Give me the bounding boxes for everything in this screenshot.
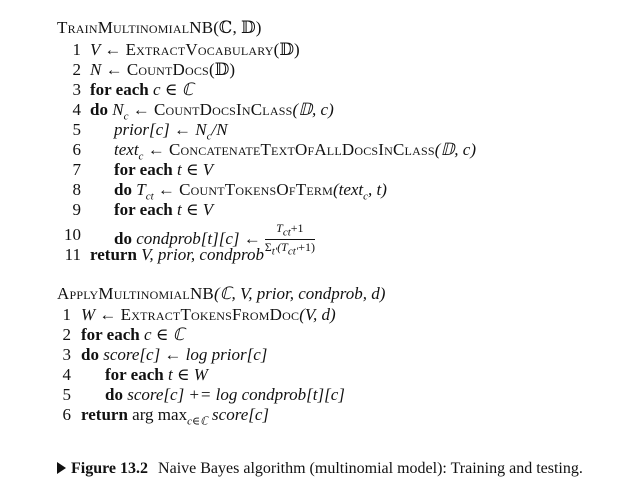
train-algorithm-title: TrainMultinomialNB(ℂ, 𝔻)	[57, 18, 261, 38]
keyword: return	[81, 405, 128, 424]
line-number: 5	[62, 385, 72, 404]
subscript: c∈ℂ	[187, 415, 208, 428]
function-call: ExtractTokensFromDoc	[120, 305, 300, 324]
line-number: 3	[72, 80, 82, 99]
keyword: do	[114, 180, 132, 199]
code-text: N ←	[90, 60, 127, 79]
keyword: do	[90, 100, 108, 119]
code-text: score[c]	[207, 405, 270, 424]
code-text: , t)	[368, 180, 387, 199]
code-text: score[c] += log condprob[t][c]	[122, 385, 345, 404]
frac-den-sub: t′	[271, 245, 278, 258]
apply-algorithm-title: ApplyMultinomialNB(ℂ, V, prior, condprob…	[57, 284, 385, 304]
line-number: 7	[72, 160, 82, 179]
function-call: ExtractVocabulary	[125, 40, 274, 59]
function-call: CountTokensOfTerm	[179, 180, 333, 199]
keyword: return	[90, 245, 137, 264]
train-function-name: TrainMultinomialNB	[57, 18, 214, 37]
line-number: 5	[72, 120, 82, 139]
code-text: t ∈ W	[163, 365, 208, 384]
code-text: (𝔻)	[273, 40, 300, 59]
subscript: c	[123, 110, 129, 123]
subscript: c	[363, 190, 369, 203]
subscript: ct	[145, 190, 154, 203]
frac-num-text: T	[276, 221, 283, 235]
code-text: /N	[211, 120, 228, 139]
fraction-numerator: Tct+1	[264, 221, 315, 241]
frac-num-sub: ct	[282, 226, 291, 239]
line-number: 6	[62, 405, 72, 424]
keyword: for each	[114, 160, 173, 179]
code-text: c ∈ ℂ	[139, 325, 185, 344]
frac-den-sigma: Σ	[264, 240, 272, 255]
code-text: condprob[t][c] ←	[131, 228, 261, 248]
code-text: V ←	[90, 40, 126, 59]
code-text: (𝔻)	[208, 60, 236, 79]
keyword: for each	[90, 80, 149, 99]
apply-function-name: ApplyMultinomialNB	[57, 284, 214, 303]
code-text: V, prior, condprob	[136, 245, 264, 264]
fraction-denominator: Σt′(Tct′+1)	[265, 240, 315, 257]
line-number: 2	[62, 325, 72, 344]
line-number: 9	[72, 200, 82, 219]
figure-label: Figure 13.2	[71, 460, 149, 477]
keyword: for each	[105, 365, 164, 384]
code-text: score[c] ← log prior[c]	[98, 345, 268, 364]
line-number: 4	[72, 100, 82, 119]
code-text: ←	[143, 140, 169, 159]
function-call: CountDocs	[126, 60, 209, 79]
subscript: c	[138, 150, 144, 163]
line-number: 1	[62, 305, 72, 324]
line-number: 6	[72, 140, 82, 159]
train-function-args: (ℂ, 𝔻)	[213, 18, 262, 37]
apply-function-args: (ℂ, V, prior, condprob, d)	[213, 284, 386, 303]
code-text: ←	[128, 100, 154, 119]
line-number: 10	[64, 225, 81, 244]
function-call: ConcatenateTextOfAllDocsInClass	[168, 140, 435, 159]
keyword: do	[105, 385, 123, 404]
fraction: Tct+1 Σt′(Tct′+1)	[264, 221, 315, 258]
frac-den-sub2: ct′	[287, 245, 299, 258]
code-text: (𝔻, c)	[292, 100, 334, 119]
code-text: t ∈ V	[172, 160, 214, 179]
keyword: for each	[114, 200, 173, 219]
code-text: arg max	[127, 405, 188, 424]
frac-den-post: +1)	[298, 240, 315, 255]
figure-caption: Figure 13.2 Naive Bayes algorithm (multin…	[57, 460, 583, 478]
frac-num-post: +1	[290, 221, 304, 235]
line-number: 2	[72, 60, 82, 79]
code-text: prior[c] ← N	[114, 120, 207, 139]
code-text: W ←	[81, 305, 121, 324]
keyword: do	[81, 345, 99, 364]
caption-text: Naive Bayes algorithm (multinomial model…	[158, 460, 583, 477]
code-text: t ∈ V	[172, 200, 214, 219]
code-text: (𝔻, c)	[434, 140, 476, 159]
frac-den-text: (T	[277, 240, 288, 255]
code-text: (V, d)	[299, 305, 336, 324]
line-number: 3	[62, 345, 72, 364]
code-text: N	[107, 100, 124, 119]
keyword: do	[114, 228, 132, 248]
code-text: T	[131, 180, 146, 199]
function-call: CountDocsInClass	[153, 100, 293, 119]
keyword: for each	[81, 325, 140, 344]
code-text: (text	[332, 180, 364, 199]
line-number: 1	[72, 40, 82, 59]
line-number: 8	[72, 180, 82, 199]
line-number: 11	[64, 245, 81, 264]
code-text: text	[114, 140, 139, 159]
code-text: c ∈ ℂ	[148, 80, 194, 99]
subscript: c	[206, 130, 212, 143]
line-number: 4	[62, 365, 72, 384]
code-text: ←	[153, 180, 180, 199]
triangle-marker-icon	[57, 462, 66, 475]
